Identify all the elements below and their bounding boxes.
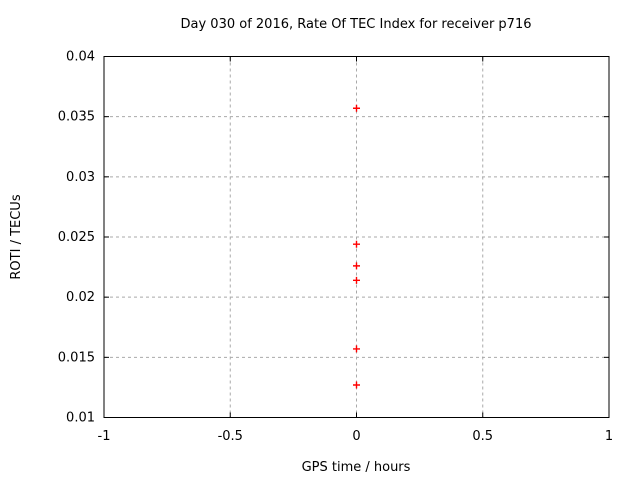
chart-canvas: -1 -0.5 0 0.5 1 0.01 0.015 0.02 0.025 0.03 0.035 0.… [0,0,640,480]
x-tick-label: 1 [605,429,613,444]
tick-label-layer: -1 -0.5 0 0.5 1 0.01 0.015 0.02 0.025 0.03 0.035 0.… [58,50,613,445]
y-tick-label: 0.02 [66,290,95,305]
chart-title: Day 030 of 2016, Rate Of TEC Index for r… [181,17,532,32]
y-tick-label: 0.03 [66,170,95,185]
y-axis-label: ROTI / TECUs [9,194,24,279]
x-tick-label: -0.5 [218,429,243,444]
x-tick-label: -1 [98,429,111,444]
x-tick-label: 0 [352,429,360,444]
y-tick-label: 0.04 [66,50,95,65]
x-axis-label: GPS time / hours [302,460,411,475]
roti-chart: -1 -0.5 0 0.5 1 0.01 0.015 0.02 0.025 0.03 0.035 0.… [0,0,640,480]
data-point-marker [353,345,360,352]
data-point-marker [353,262,360,269]
data-point-marker [353,241,360,248]
data-point-marker [353,105,360,112]
y-tick-label: 0.01 [66,411,95,426]
data-point-marker [353,277,360,284]
y-tick-label: 0.035 [58,110,95,125]
x-tick-label: 0.5 [472,429,493,444]
data-point-marker [353,382,360,389]
y-tick-label: 0.015 [58,350,95,365]
y-tick-label: 0.025 [58,230,95,245]
